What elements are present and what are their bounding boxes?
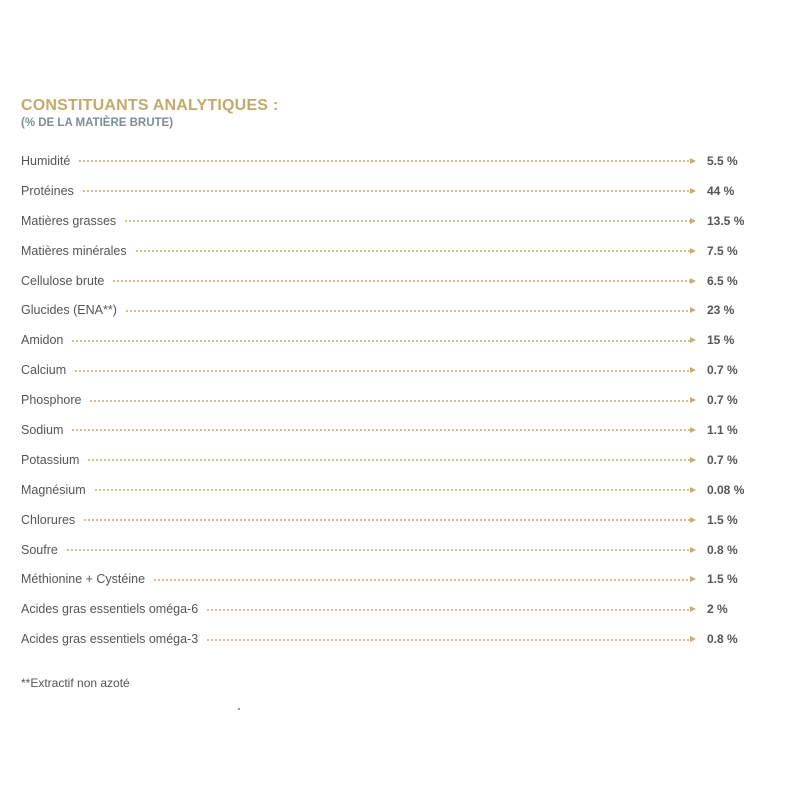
arrow-right-icon <box>690 367 696 374</box>
dotted-leader-line <box>71 429 690 432</box>
constituent-row: Phosphore 0.7 % <box>21 385 761 415</box>
arrow-right-icon <box>690 636 696 643</box>
dotted-leader-line <box>89 399 690 402</box>
arrow-right-icon <box>690 157 696 164</box>
section-subtitle: (% DE LA MATIÈRE BRUTE) <box>21 117 174 129</box>
constituent-row: Magnésium 0.08 % <box>21 475 761 505</box>
constituent-label: Humidité <box>21 153 71 168</box>
arrow-right-icon <box>690 426 696 433</box>
constituent-value: 13.5 % <box>707 213 745 228</box>
constituent-label: Méthionine + Cystéine <box>21 572 146 587</box>
constituent-value: 1.5 % <box>707 512 738 527</box>
arrow-right-icon <box>690 187 696 194</box>
constituent-row: Potassium 0.7 % <box>21 445 761 475</box>
arrow-right-icon <box>690 217 696 224</box>
constituent-value: 6.5 % <box>707 273 738 288</box>
constituent-row: Matières minérales 7.5 % <box>21 236 761 266</box>
arrow-right-icon <box>690 277 696 284</box>
arrow-right-icon <box>690 516 696 523</box>
constituent-value: 0.8 % <box>707 542 738 557</box>
constituent-row: Calcium 0.7 % <box>21 355 761 385</box>
constituent-value: 0.8 % <box>707 632 738 647</box>
constituent-label: Matières grasses <box>21 213 117 228</box>
dotted-leader-line <box>124 220 690 223</box>
arrow-right-icon <box>690 337 696 344</box>
constituent-label: Potassium <box>21 452 80 467</box>
constituent-label: Matières minérales <box>21 243 127 258</box>
constituent-row: Chlorures 1.5 % <box>21 505 761 535</box>
constituent-value: 15 % <box>707 333 735 348</box>
constituent-row: Amidon 15 % <box>21 325 761 355</box>
constituent-label: Chlorures <box>21 512 76 527</box>
constituent-value: 0.08 % <box>707 482 745 497</box>
constituent-value: 5.5 % <box>707 153 738 168</box>
constituent-label: Acides gras essentiels oméga-6 <box>21 602 199 617</box>
constituents-list: Humidité 5.5 % Protéines 44 % Matières grass… <box>21 146 761 654</box>
constituent-row: Matières grasses 13.5 % <box>21 206 761 236</box>
stray-mark <box>238 708 240 710</box>
dotted-leader-line <box>83 519 690 522</box>
arrow-right-icon <box>690 247 696 254</box>
arrow-right-icon <box>690 606 696 613</box>
constituent-row: Sodium 1.1 % <box>21 415 761 445</box>
constituent-label: Soufre <box>21 542 58 557</box>
constituent-row: Soufre 0.8 % <box>21 535 761 565</box>
dotted-leader-line <box>206 638 690 641</box>
constituent-label: Calcium <box>21 363 67 378</box>
dotted-leader-line <box>81 190 690 193</box>
dotted-leader-line <box>65 549 690 552</box>
constituent-value: 0.7 % <box>707 393 738 408</box>
arrow-right-icon <box>690 456 696 463</box>
constituent-row: Humidité 5.5 % <box>21 146 761 176</box>
dotted-leader-line <box>206 608 690 611</box>
dotted-leader-line <box>134 250 690 253</box>
constituent-value: 23 % <box>707 303 735 318</box>
constituent-label: Cellulose brute <box>21 273 105 288</box>
constituent-value: 44 % <box>707 183 735 198</box>
constituent-value: 1.1 % <box>707 422 738 437</box>
arrow-right-icon <box>690 546 696 553</box>
dotted-leader-line <box>71 339 690 342</box>
dotted-leader-line <box>93 489 690 492</box>
dotted-leader-line <box>74 369 690 372</box>
constituent-value: 1.5 % <box>707 572 738 587</box>
dotted-leader-line <box>153 578 690 581</box>
constituent-value: 7.5 % <box>707 243 738 258</box>
dotted-leader-line <box>124 309 690 312</box>
constituent-value: 0.7 % <box>707 363 738 378</box>
constituent-row: Méthionine + Cystéine 1.5 % <box>21 564 761 594</box>
dotted-leader-line <box>78 160 690 163</box>
constituent-label: Acides gras essentiels oméga-3 <box>21 632 199 647</box>
analytical-constituents-panel: CONSTITUANTS ANALYTIQUES : (% DE LA MATI… <box>21 96 761 690</box>
constituent-row: Cellulose brute 6.5 % <box>21 266 761 296</box>
footnote: **Extractif non azoté <box>21 676 130 691</box>
constituent-row: Acides gras essentiels oméga-3 0.8 % <box>21 624 761 654</box>
constituent-value: 2 % <box>707 602 728 617</box>
section-title: CONSTITUANTS ANALYTIQUES : <box>21 97 279 114</box>
arrow-right-icon <box>690 397 696 404</box>
constituent-row: Protéines 44 % <box>21 176 761 206</box>
arrow-right-icon <box>690 307 696 314</box>
constituent-label: Glucides (ENA**) <box>21 303 117 318</box>
constituent-label: Sodium <box>21 422 64 437</box>
dotted-leader-line <box>112 280 690 282</box>
constituent-row: Glucides (ENA**) 23 % <box>21 295 761 325</box>
constituent-label: Amidon <box>21 333 64 348</box>
constituent-label: Phosphore <box>21 393 82 408</box>
constituent-value: 0.7 % <box>707 452 738 467</box>
arrow-right-icon <box>690 576 696 583</box>
dotted-leader-line <box>87 459 690 462</box>
constituent-row: Acides gras essentiels oméga-6 2 % <box>21 594 761 624</box>
constituent-label: Magnésium <box>21 482 86 497</box>
constituent-label: Protéines <box>21 183 74 198</box>
arrow-right-icon <box>690 486 696 493</box>
